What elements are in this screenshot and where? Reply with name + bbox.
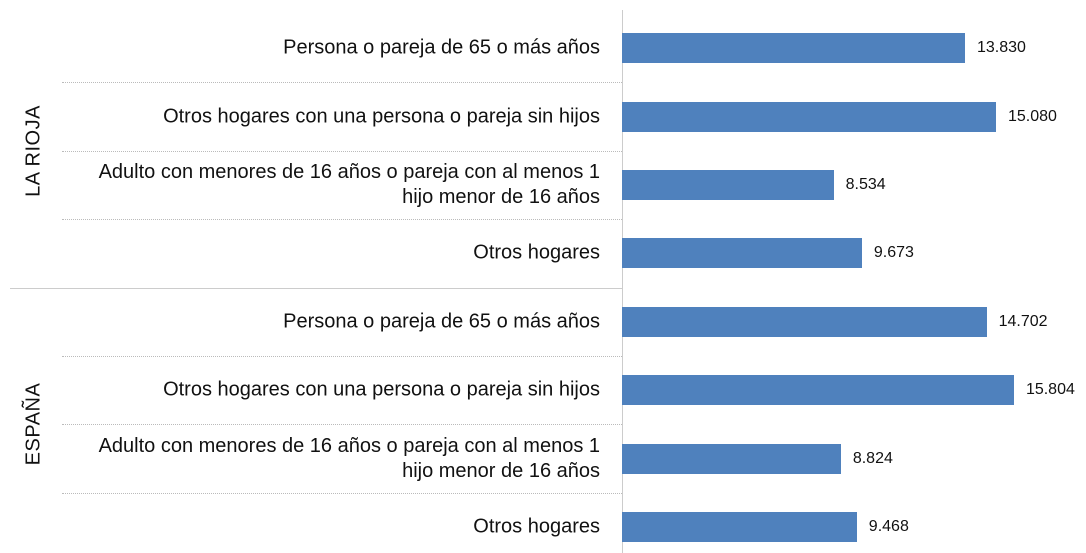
group-separator [10,287,622,289]
bar [622,170,834,200]
bar [622,238,862,269]
category-label: Otros hogares [473,515,600,538]
value-label: 9.673 [873,244,914,262]
group-label: LA RIOJA [22,104,45,197]
category-label: Otros hogares [473,241,600,264]
row-separator [62,356,622,357]
row-separator [62,82,622,84]
row-separator [62,150,622,152]
bar [622,101,996,132]
bar [622,306,987,337]
row-separator [62,424,622,426]
value-label: 8.824 [852,449,893,467]
bar [622,443,841,474]
category-label: Otros hogares con una persona o pareja s… [163,105,600,128]
value-label: 13.830 [976,39,1026,57]
category-label: Persona o pareja de 65 o más años [283,36,600,59]
category-label: Otros hogares con una persona o pareja s… [163,378,600,401]
value-label: 8.534 [845,176,886,193]
category-axis [622,10,623,553]
value-label: 15.804 [1025,381,1075,399]
category-label: Adulto con menores de 16 años o pareja c… [98,434,600,482]
row-separator [62,219,622,221]
category-label: Persona o pareja de 65 o más años [283,310,600,333]
bar [622,512,857,542]
row-separator [62,492,622,494]
value-label: 15.080 [1007,107,1057,125]
bar [622,33,965,64]
value-label: 14.702 [998,312,1048,330]
bar [622,375,1014,406]
group-label: ESPAÑA [22,383,45,466]
value-label: 9.468 [868,518,909,535]
category-label: Adulto con menores de 16 años o pareja c… [98,161,600,208]
